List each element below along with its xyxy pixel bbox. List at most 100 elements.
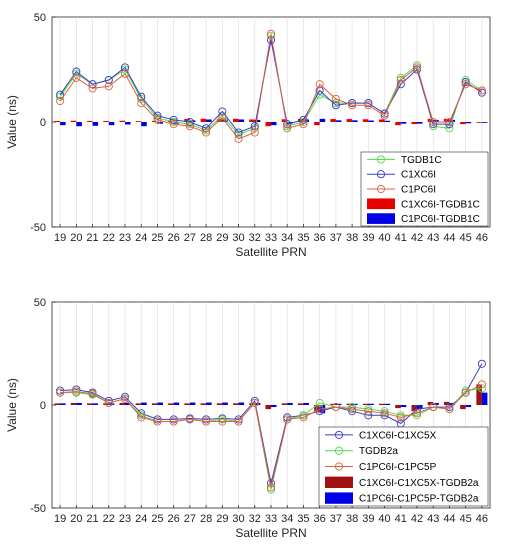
point-c1pc6i-c1pc5p: [185, 415, 194, 424]
x-tick-label: 46: [476, 513, 488, 525]
y-tick-label: -50: [30, 503, 46, 515]
point-c1xc6i: [169, 115, 178, 124]
x-tick-label: 37: [330, 513, 342, 525]
legend-label: C1PC6I: [401, 185, 436, 196]
y-tick-label: 0: [40, 400, 46, 412]
x-tick-label: 36: [314, 513, 326, 525]
bar-c1pc6i-c1pc5p-tgdb2a: [238, 402, 245, 405]
x-tick-label: 26: [168, 232, 180, 244]
bar-c1xc6i-c1xc5x-tgdb2a: [168, 403, 174, 405]
chart-2: -50 0 50 19 20 21 22 23 24 25 26 27 28 29 30 32 33 34 35 36…: [5, 297, 491, 540]
bar-c1pc6i-tgdb1c: [433, 119, 439, 122]
bar-c1xc6i-c1xc5x-tgdb2a: [443, 401, 450, 405]
bar-c1pc6i-c1pc5p-tgdb2a: [108, 403, 115, 405]
bar-c1xc6i-tgdb1c: [281, 119, 288, 122]
point-c1xc6i-c1xc5x: [202, 415, 211, 424]
bar-c1pc6i-tgdb1c: [335, 120, 342, 122]
bar-c1xc6i-c1xc5x-tgdb2a: [216, 403, 223, 405]
point-tgdb2a: [137, 411, 146, 420]
point-tgdb1c: [169, 117, 178, 127]
bar-c1xc6i-tgdb1c: [476, 122, 482, 123]
x-tick-label: 38: [346, 232, 358, 244]
bar-c1xc6i-c1xc5x-tgdb2a: [476, 384, 482, 405]
bar-c1pc6i-tgdb1c: [400, 122, 407, 124]
x-tick-label: 39: [362, 232, 374, 244]
bar-c1xc6i-tgdb1c: [362, 119, 369, 122]
legend-marker-c1pc6i-c1pc5p: [334, 462, 344, 471]
x-tick-label: 28: [200, 232, 212, 244]
legend-label: TGDB1C: [401, 155, 442, 166]
point-c1pc6i: [137, 99, 146, 108]
point-c1pc6i-c1pc5p: [202, 417, 211, 426]
x-tick-label: 24: [135, 513, 147, 525]
point-c1xc6i: [477, 88, 486, 97]
bar-c1xc6i-c1xc5x-tgdb2a: [135, 403, 142, 405]
bar-c1pc6i-c1pc5p-tgdb2a: [384, 403, 391, 405]
legend-marker-tgdb1c: [376, 155, 386, 164]
point-tgdb2a: [364, 405, 373, 414]
bar-c1xc6i-c1xc5x-tgdb2a: [151, 403, 158, 405]
point-c1xc6i: [364, 99, 373, 108]
bar-c1xc6i-c1xc5x-tgdb2a: [362, 403, 369, 405]
point-c1xc6i: [218, 107, 227, 116]
x-tick-label: 41: [395, 513, 407, 525]
bar-c1xc6i-c1xc5x-tgdb2a: [119, 402, 125, 405]
point-c1pc6i: [348, 101, 357, 110]
point-tgdb1c: [202, 126, 211, 135]
point-c1pc6i-c1pc5p: [429, 403, 438, 412]
bar-c1pc6i-c1pc5p-tgdb2a: [157, 402, 163, 405]
point-c1pc6i: [461, 80, 470, 89]
point-c1pc6i: [120, 69, 130, 78]
point-c1pc6i: [266, 29, 276, 38]
y-axis-label: Value (ns): [5, 95, 19, 149]
bar-c1xc6i-tgdb1c: [151, 120, 158, 122]
x-tick-label: 20: [70, 513, 82, 525]
point-c1pc6i: [299, 120, 308, 129]
point-c1xc6i-c1xc5x: [120, 392, 130, 401]
point-c1xc6i: [56, 90, 65, 99]
bar-c1xc6i-c1xc5x-tgdb2a: [265, 405, 271, 410]
bar-c1xc6i-tgdb1c: [87, 120, 93, 122]
point-c1pc6i: [477, 86, 486, 95]
point-c1pc6i: [72, 73, 81, 82]
bar-c1xc6i-c1xc5x-tgdb2a: [87, 403, 93, 405]
bar-c1xc6i-tgdb1c: [427, 118, 434, 122]
point-c1pc6i: [315, 80, 324, 89]
point-c1pc6i-c1pc5p: [380, 409, 389, 418]
y-tick-label: 0: [40, 117, 46, 129]
point-c1xc6i-c1xc5x: [56, 386, 65, 395]
point-tgdb2a: [218, 415, 227, 424]
point-c1xc6i-c1xc5x: [153, 415, 162, 424]
legend-label: C1PC6I-C1PC5P: [359, 462, 437, 473]
point-c1pc6i-c1pc5p: [234, 417, 243, 426]
bar-c1xc6i-tgdb1c: [184, 118, 190, 122]
point-tgdb1c: [461, 75, 470, 85]
point-c1xc6i: [72, 67, 81, 76]
bar-c1xc6i-c1xc5x-tgdb2a: [411, 405, 417, 412]
bar-c1xc6i-tgdb1c: [395, 122, 401, 126]
y-axis-label: Value (ns): [5, 378, 19, 432]
x-tick-label: 30: [232, 232, 244, 244]
x-tick-label: 20: [70, 232, 82, 244]
x-tick-label: 19: [54, 513, 66, 525]
point-c1pc6i: [283, 124, 292, 133]
legend-label: C1XC6I-TGDB1C: [401, 199, 480, 210]
x-axis-label: Satellite PRN: [235, 245, 306, 259]
point-c1pc6i-c1pc5p: [153, 417, 162, 426]
bar-c1pc6i-tgdb1c: [384, 120, 391, 122]
x-tick-label: 35: [297, 513, 309, 525]
bar-c1pc6i-tgdb1c: [206, 119, 212, 122]
bar-c1xc6i-tgdb1c: [314, 122, 320, 126]
bar-c1xc6i-tgdb1c: [200, 118, 207, 122]
point-tgdb1c: [299, 117, 308, 127]
x-tick-label: 34: [281, 232, 293, 244]
point-c1xc6i-c1xc5x: [169, 415, 178, 424]
bar-c1pc6i-tgdb1c: [319, 118, 326, 122]
x-tick-label: 25: [151, 232, 163, 244]
bar-c1xc6i-c1xc5x-tgdb2a: [70, 402, 77, 405]
point-c1pc6i: [364, 101, 373, 110]
point-c1xc6i-c1xc5x: [445, 403, 454, 412]
bar-c1xc6i-tgdb1c: [119, 120, 125, 122]
line-c1xc6i-c1xc5x: [60, 363, 483, 484]
x-tick-label: 38: [346, 513, 358, 525]
